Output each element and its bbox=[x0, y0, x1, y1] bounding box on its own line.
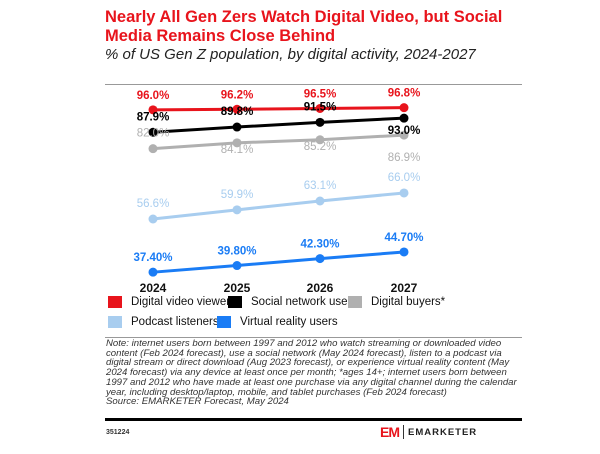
legend-label: Digital buyers* bbox=[371, 296, 446, 308]
data-label: 66.0% bbox=[388, 172, 421, 184]
source-text: Source: EMARKETER Forecast, May 2024 bbox=[106, 396, 289, 408]
legend-item-digital-buyers: Digital buyers* bbox=[348, 296, 445, 308]
series-line-4 bbox=[152, 250, 405, 274]
data-label: 63.1% bbox=[304, 180, 337, 192]
chart-code: 351224 bbox=[106, 429, 130, 436]
data-label: 44.70% bbox=[384, 232, 423, 244]
legend-label: Podcast listeners bbox=[131, 316, 219, 328]
chart-note: Note: internet users born between 1997 a… bbox=[106, 339, 526, 407]
legend-label: Social network users bbox=[251, 296, 358, 308]
data-point bbox=[399, 188, 409, 198]
x-tick-label: 2026 bbox=[307, 281, 334, 295]
legend-item-digital-video-viewers: Digital video viewers bbox=[108, 296, 236, 308]
data-label: 37.40% bbox=[133, 252, 172, 264]
x-tick-label: 2024 bbox=[140, 281, 167, 295]
data-label: 96.0% bbox=[137, 90, 170, 102]
data-label: 89.8% bbox=[221, 106, 254, 118]
legend-swatch bbox=[108, 316, 122, 328]
series-line-3 bbox=[152, 191, 405, 221]
data-label: 96.5% bbox=[304, 88, 337, 100]
data-label: 56.6% bbox=[137, 198, 170, 210]
legend-item-social-network-users: Social network users bbox=[228, 296, 357, 308]
data-label: 96.2% bbox=[221, 89, 254, 101]
data-label: 87.9% bbox=[137, 111, 170, 123]
data-point bbox=[148, 214, 158, 224]
note-text: Note: internet users born between 1997 a… bbox=[106, 338, 517, 398]
data-point bbox=[399, 103, 409, 113]
legend-label: Digital video viewers bbox=[131, 296, 236, 308]
data-label: 85.2% bbox=[304, 141, 337, 153]
data-label: 82.0% bbox=[137, 128, 170, 140]
legend-swatch bbox=[108, 296, 122, 308]
data-label: 39.80% bbox=[217, 246, 256, 258]
data-label: 93.0% bbox=[388, 125, 421, 137]
logo-text: EMARKETER bbox=[408, 426, 478, 438]
series-line-2 bbox=[152, 133, 405, 151]
legend-swatch bbox=[217, 316, 231, 328]
data-point bbox=[315, 196, 325, 206]
data-point bbox=[399, 247, 409, 257]
x-tick-label: 2025 bbox=[224, 281, 251, 295]
data-point bbox=[399, 113, 409, 123]
data-point bbox=[232, 205, 242, 215]
series-line-0 bbox=[152, 106, 405, 112]
emarketer-logo: EM EMARKETER bbox=[380, 424, 477, 440]
legend-swatch bbox=[348, 296, 362, 308]
data-label: 84.1% bbox=[221, 144, 254, 156]
chart-subtitle: % of US Gen Z population, by digital act… bbox=[105, 46, 476, 63]
legend-item-podcast-listeners: Podcast listeners bbox=[108, 316, 219, 328]
data-point bbox=[315, 103, 325, 113]
legend-item-virtual-reality-users: Virtual reality users bbox=[217, 316, 338, 328]
data-label: 42.30% bbox=[300, 239, 339, 251]
chart-title: Nearly All Gen Zers Watch Digital Video,… bbox=[105, 8, 503, 45]
data-point bbox=[148, 127, 158, 137]
data-point bbox=[232, 104, 242, 114]
data-label: 91.5% bbox=[304, 101, 337, 113]
legend-swatch bbox=[228, 296, 242, 308]
logo-divider bbox=[403, 425, 404, 439]
data-label: 96.8% bbox=[388, 88, 421, 100]
series-line-1 bbox=[152, 116, 405, 134]
bottom-divider bbox=[105, 418, 522, 421]
note-divider bbox=[105, 337, 522, 338]
x-tick-label: 2027 bbox=[391, 281, 418, 295]
logo-mark: EM bbox=[380, 424, 400, 440]
data-point bbox=[232, 261, 242, 271]
data-point bbox=[315, 117, 325, 127]
data-label: 59.9% bbox=[221, 189, 254, 201]
data-label: 86.9% bbox=[388, 152, 421, 164]
top-divider bbox=[105, 84, 522, 85]
data-point bbox=[399, 130, 409, 140]
data-point bbox=[148, 105, 158, 115]
data-point bbox=[148, 267, 158, 277]
legend-label: Virtual reality users bbox=[240, 316, 338, 328]
data-point bbox=[148, 144, 158, 154]
data-point bbox=[232, 138, 242, 148]
data-point bbox=[232, 122, 242, 132]
data-point bbox=[315, 254, 325, 264]
data-point bbox=[315, 135, 325, 145]
